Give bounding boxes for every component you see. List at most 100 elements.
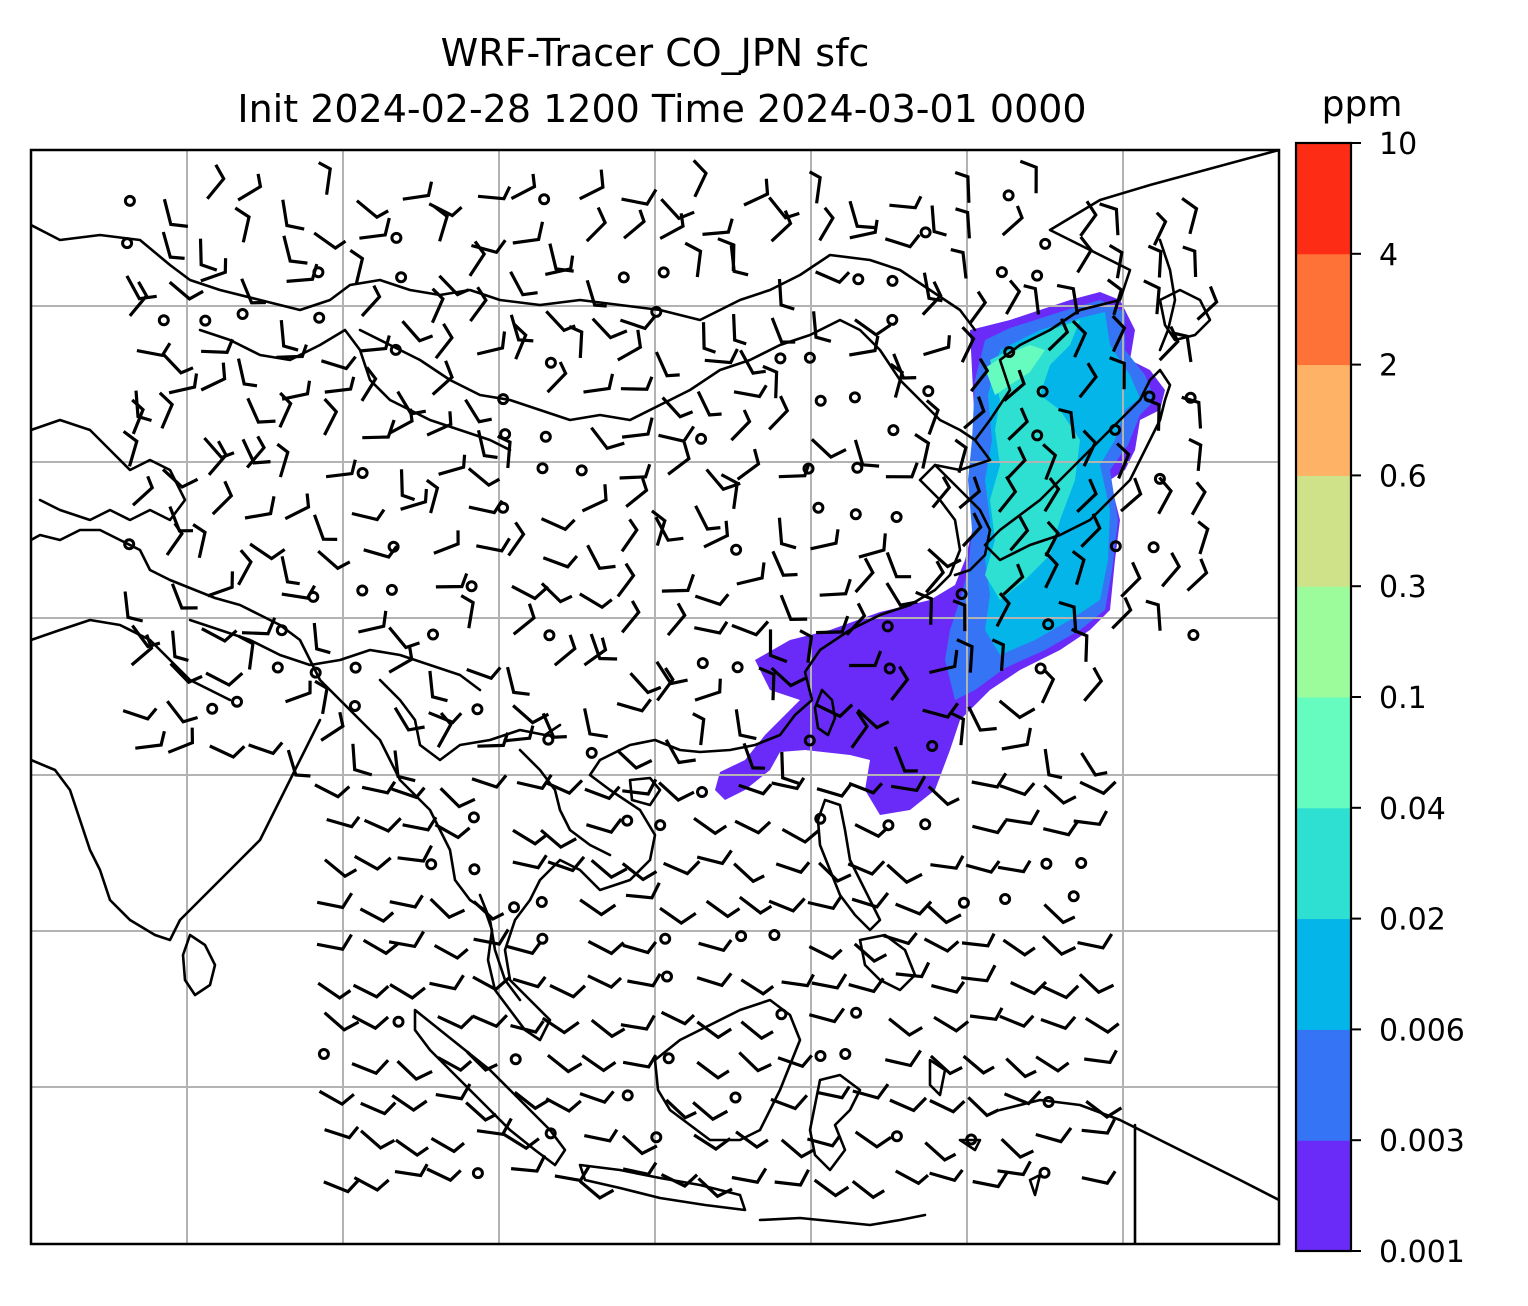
calm-marker: [307, 590, 320, 603]
wind-barb: [1042, 819, 1080, 837]
wind-barb: [122, 430, 139, 467]
wind-barb: [780, 1138, 816, 1159]
wind-barb: [435, 1083, 472, 1101]
wind-barb: [664, 739, 696, 765]
wind-barb: [1023, 284, 1041, 315]
wind-barb: [237, 173, 263, 202]
wind-barb: [540, 582, 573, 604]
wind-barb: [927, 548, 962, 569]
wind-barb: [583, 373, 615, 394]
wind-barb: [1115, 442, 1131, 480]
wind-barb: [921, 281, 943, 316]
colorbar-bin: [1296, 697, 1351, 809]
wind-barb: [359, 907, 395, 924]
colorbar-bin: [1296, 143, 1351, 255]
wind-barb: [402, 816, 438, 832]
japan-hokkaido: [1158, 288, 1212, 342]
colorbar-bin: [1296, 475, 1351, 587]
wind-barb: [512, 322, 528, 360]
calm-marker: [957, 896, 970, 909]
wind-barb: [465, 1050, 498, 1072]
calm-marker: [659, 932, 672, 945]
wind-barb: [1111, 314, 1127, 353]
colorbar-tick-label: 0.006: [1379, 1013, 1465, 1048]
wind-barb: [389, 983, 426, 1000]
calm-marker: [890, 511, 903, 523]
wind-barb: [1080, 513, 1102, 548]
wind-barb: [1196, 285, 1219, 321]
wind-barb: [248, 741, 284, 756]
wind-barb: [777, 1054, 813, 1069]
wind-barb: [549, 983, 587, 999]
wind-barb: [426, 411, 453, 437]
wind-barb: [477, 186, 512, 201]
wind-barb: [425, 478, 440, 514]
wind-barb: [890, 665, 910, 701]
wind-barb: [1190, 481, 1207, 516]
wind-barb: [1042, 984, 1080, 1000]
calm-marker: [385, 583, 398, 596]
wind-barb: [1119, 477, 1143, 513]
wind-barb: [161, 468, 199, 489]
wind-barb: [1044, 551, 1059, 589]
wind-barb: [1002, 938, 1036, 957]
calm-marker: [1153, 472, 1166, 485]
calm-marker: [768, 929, 781, 941]
wind-barb: [590, 426, 625, 451]
wind-barb: [779, 594, 808, 622]
wind-barb: [696, 390, 722, 417]
wind-barb: [359, 217, 391, 240]
wind-barb: [819, 578, 852, 597]
wind-barb: [693, 620, 729, 635]
calm-marker: [803, 351, 816, 364]
calm-marker: [848, 391, 861, 404]
wind-barb: [476, 429, 498, 460]
wind-barb: [814, 270, 851, 285]
calm-marker: [654, 819, 667, 832]
wind-barb: [694, 505, 721, 531]
wind-barb: [915, 590, 934, 625]
calm-marker: [1067, 890, 1080, 903]
wind-barb: [476, 1117, 513, 1137]
wind-barb: [858, 533, 887, 559]
wind-barb: [1005, 279, 1022, 315]
wind-barb: [698, 939, 733, 953]
colorbar-tick-label: 0.6: [1379, 459, 1427, 494]
wind-barb: [778, 463, 811, 479]
wind-barb: [171, 630, 189, 662]
wind-barb: [353, 854, 392, 871]
wind-barb: [811, 973, 848, 990]
wind-barb: [780, 751, 800, 785]
border-west: [31, 418, 187, 522]
wind-barb: [849, 650, 883, 668]
wind-barb: [1009, 515, 1030, 552]
wind-barb: [930, 855, 965, 870]
wind-barb: [314, 679, 329, 715]
wind-barb: [201, 338, 234, 354]
wind-barb: [1082, 429, 1098, 467]
wind-barb: [895, 961, 931, 979]
wind-barb: [619, 314, 658, 331]
wind-barb: [361, 780, 397, 795]
wind-barb: [1043, 784, 1077, 805]
wind-barb: [324, 376, 356, 394]
wind-barb: [391, 786, 426, 800]
wind-barb: [513, 1091, 551, 1111]
wind-barb: [351, 743, 373, 777]
wind-barb: [851, 1180, 886, 1200]
wind-barb: [351, 1014, 390, 1031]
colorbar-tick-label: 0.04: [1379, 792, 1446, 827]
wind-barb: [813, 1178, 850, 1198]
wind-barb: [661, 573, 696, 593]
calm-marker: [919, 818, 932, 831]
wind-barb: [546, 1054, 583, 1074]
wind-barb: [885, 551, 912, 579]
calm-marker: [544, 1127, 557, 1140]
wind-barb: [317, 161, 332, 195]
wind-barb: [123, 591, 144, 623]
wind-barb: [1111, 596, 1133, 630]
calm-marker: [1003, 346, 1016, 358]
wind-barb: [622, 1161, 658, 1177]
wind-barb: [931, 476, 952, 509]
wind-barb: [929, 1099, 966, 1114]
